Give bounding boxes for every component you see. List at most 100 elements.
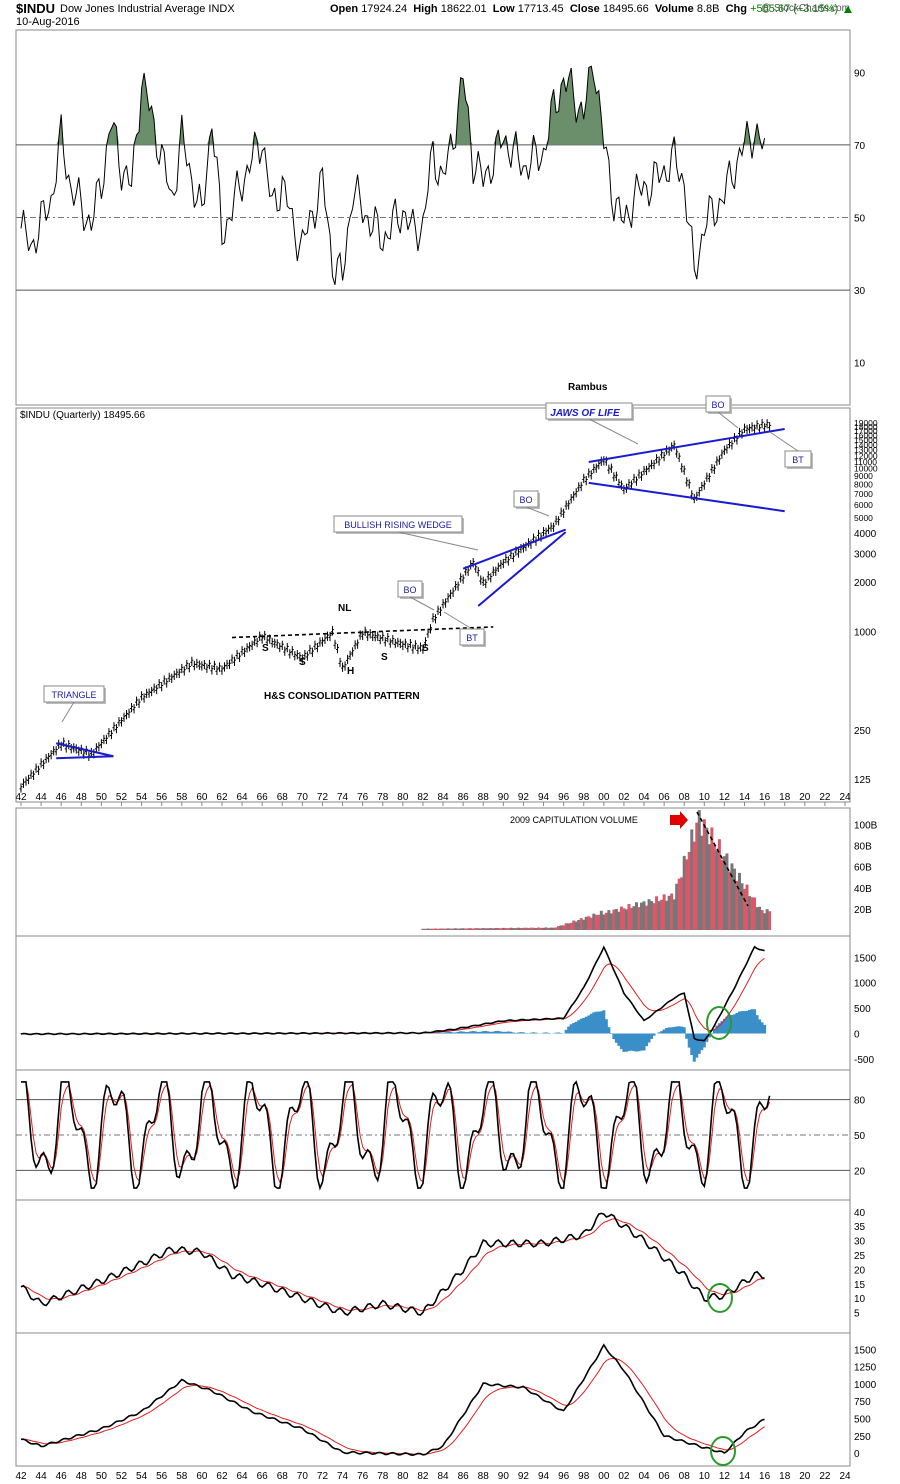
volume-bar: [584, 916, 588, 930]
volume-bar: [479, 928, 483, 930]
price-bar: [39, 758, 43, 768]
bottom-x-tick-label: 48: [76, 1471, 88, 1482]
price-bar: [343, 661, 347, 671]
volume-bar: [722, 856, 726, 930]
macd-histogram-bar: [519, 1032, 523, 1034]
bottom-x-tick-label: 56: [156, 1471, 168, 1482]
price-bar: [240, 646, 244, 656]
adx-signal-line: [20, 1218, 765, 1312]
price-bar: [755, 420, 759, 430]
volume-bar: [682, 855, 686, 930]
macd-histogram-bar: [569, 1024, 573, 1034]
volume-trendline: [696, 811, 749, 907]
volume-bar: [607, 910, 611, 930]
macd-signal-line: [20, 957, 765, 1035]
bottom-x-tick-label: 68: [277, 1471, 289, 1482]
bo-callout-1996-text: BO: [519, 495, 532, 505]
price-bar: [230, 654, 234, 664]
price-bar: [461, 574, 465, 584]
volume-bar: [632, 906, 636, 930]
price-tick-label: 5000: [854, 513, 873, 523]
price-bar: [338, 657, 342, 668]
rsi-tick-label: 50: [854, 214, 866, 225]
price-bar: [597, 459, 601, 470]
volume-bar: [564, 923, 568, 930]
price-bar: [685, 477, 689, 487]
price-bar: [662, 451, 666, 462]
macd-histogram-bar: [657, 1032, 661, 1034]
volume-bar: [431, 928, 435, 930]
close-value: 18495.66: [602, 3, 649, 15]
bottom-x-tick-label: 84: [437, 1471, 449, 1482]
volume-bar: [504, 928, 508, 930]
price-x-tick-label: 08: [679, 792, 691, 803]
open-value: 17924.24: [361, 3, 408, 15]
macd-histogram-bar: [720, 1021, 724, 1034]
macd-histogram-bar: [750, 1009, 754, 1034]
macd-histogram-bar: [715, 1025, 719, 1034]
volume-bar: [464, 928, 468, 930]
macd-histogram-bar: [665, 1028, 669, 1034]
volume-bar: [655, 896, 659, 930]
stoch-tick-label: 50: [854, 1131, 866, 1142]
macd-histogram-bar: [459, 1031, 463, 1034]
price-x-tick-label: 86: [458, 792, 470, 803]
macd-histogram-bar: [697, 1033, 701, 1054]
bt-callout-2016-text: BT: [792, 455, 804, 465]
price-bar: [725, 444, 729, 454]
bottom-x-tick-label: 80: [397, 1471, 409, 1482]
price-bar: [602, 456, 606, 466]
price-bar: [640, 471, 644, 481]
macd-histogram-bar: [677, 1026, 681, 1034]
price-bar: [499, 559, 503, 570]
price-bar: [722, 445, 726, 455]
bottom-x-tick-label: 90: [498, 1471, 510, 1482]
price-x-tick-label: 20: [799, 792, 811, 803]
macd-histogram-bar: [582, 1017, 586, 1034]
volume-bar: [717, 839, 721, 930]
price-bar: [19, 783, 23, 793]
volume-bar: [476, 928, 480, 930]
macd-histogram-bar: [619, 1033, 623, 1050]
price-bar: [609, 463, 613, 473]
volume-bar: [552, 927, 556, 930]
price-bar: [444, 598, 448, 608]
price-bar: [373, 632, 377, 642]
price-bar: [418, 642, 422, 652]
price-bar: [278, 642, 282, 653]
volume-bar: [496, 927, 500, 930]
price-bar: [702, 480, 706, 490]
volume-bar: [592, 913, 596, 930]
bottom-x-tick-label: 42: [15, 1471, 27, 1482]
triangle-upper-line: [55, 742, 114, 758]
volume-bar: [599, 910, 603, 930]
price-bar: [439, 606, 443, 617]
price-tick-label: 19000: [854, 418, 878, 428]
macd-histogram-bar: [685, 1033, 689, 1039]
volume-bar: [454, 928, 458, 930]
price-bar: [162, 675, 166, 685]
price-bar: [707, 473, 711, 483]
macd-histogram-bar: [451, 1032, 455, 1034]
price-bar: [637, 469, 641, 479]
price-bar: [310, 647, 314, 657]
price-bar: [285, 642, 289, 653]
price-bar: [484, 578, 488, 589]
price-x-tick-label: 22: [819, 792, 831, 803]
price-tick-label: 2000: [854, 578, 877, 589]
price-bar: [315, 642, 319, 653]
price-tick-label: 11000: [854, 457, 877, 467]
volume-bar: [582, 919, 586, 930]
price-bar: [501, 558, 505, 569]
price-bar: [557, 516, 561, 526]
price-bar: [351, 647, 355, 657]
chart-header: $INDU Dow Jones Industrial Average INDX …: [0, 0, 900, 30]
volume-bar: [474, 928, 478, 930]
volume-bar: [526, 928, 530, 930]
price-bar: [612, 472, 616, 482]
macd-histogram-bar: [629, 1033, 633, 1051]
price-bar: [353, 640, 357, 650]
rsi-tick-label: 10: [854, 359, 866, 370]
price-bar: [318, 637, 322, 647]
bottom-x-tick-label: 08: [679, 1471, 691, 1482]
